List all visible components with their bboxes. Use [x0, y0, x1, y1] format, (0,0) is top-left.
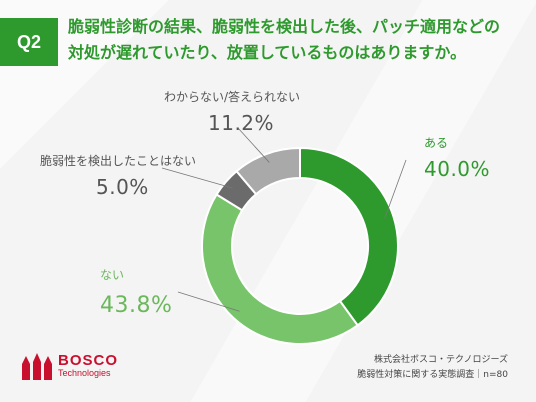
logo-name: BOSCO: [58, 352, 119, 369]
slice-aru: [299, 146, 399, 327]
label-aru: ある 40.0%: [424, 134, 490, 181]
label-never-detected-name: 脆弱性を検出したことはない: [40, 154, 197, 168]
slice-dont-know-leader-line: [237, 127, 270, 163]
label-never-detected: 脆弱性を検出したことはない 5.0%: [40, 152, 196, 199]
label-dont-know: わからない/答えられない 11.2%: [164, 88, 300, 135]
label-never-detected-value: 5.0%: [96, 175, 149, 199]
label-nai-value: 43.8%: [100, 293, 173, 318]
label-dont-know-value: 11.2%: [208, 111, 275, 135]
footer-survey: 脆弱性対策に関する実態調査｜n=80: [357, 370, 508, 380]
label-aru-value: 40.0%: [424, 157, 491, 181]
slice-nai: [201, 193, 360, 345]
slice-nai-leader-line: [177, 291, 240, 312]
footer-company: 株式会社ボスコ・テクノロジーズ: [373, 355, 508, 365]
question-line-1: 脆弱性診断の結果、脆弱性を検出した後、パッチ適用などの: [68, 17, 501, 36]
slice-never-detected-leader-line: [161, 167, 233, 189]
bosco-logo-mark-icon: [22, 353, 52, 380]
question-number-badge: Q2: [0, 18, 58, 66]
slice-aru-leader-line: [384, 159, 407, 219]
label-dont-know-name: わからない/答えられない: [164, 90, 301, 104]
bosco-logo: BOSCO Technologies: [20, 350, 118, 382]
question-line-2: 対処が遅れていたり、放置しているものはありますか。: [68, 43, 467, 62]
slice-dont-know: [235, 146, 301, 196]
footer-credit: 株式会社ボスコ・テクノロジーズ 脆弱性対策に関する実態調査｜n=80: [357, 353, 508, 383]
question-text: 脆弱性診断の結果、脆弱性を検出した後、パッチ適用などの 対処が遅れていたり、放置…: [68, 14, 524, 66]
logo-subtitle: Technologies: [58, 368, 111, 378]
label-aru-name: ある: [424, 136, 449, 150]
label-nai-name: ない: [100, 268, 125, 282]
label-nai: ない 43.8%: [100, 266, 172, 318]
